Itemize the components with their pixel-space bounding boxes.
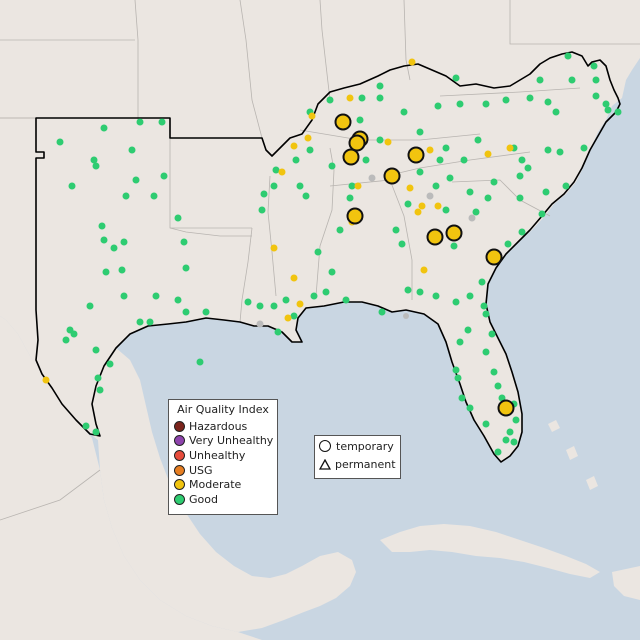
legend-label: Hazardous [189,419,248,433]
legend-label: Unhealthy [189,448,246,462]
study-region-border [35,51,621,463]
legend-item-good: Good [169,492,277,507]
temporary-label: temporary [336,439,394,453]
permanent-label: permanent [335,457,396,471]
legend-label: USG [189,463,213,477]
unhealthy-swatch-icon [174,449,185,461]
moderate-swatch-icon [174,479,185,491]
bahamas [548,420,598,490]
mexico [0,316,356,632]
legend-item-unhealthy: Unhealthy [169,448,277,463]
mexico-west [0,316,262,640]
very-unhealthy-swatch-icon [174,435,185,447]
monitor-type-legend: temporary permanent [314,435,401,479]
legend-item-hazardous: Hazardous [169,419,277,434]
good-swatch-icon [174,493,185,505]
legend-item-very-unhealthy: Very Unhealthy [169,434,277,449]
legend-label: Good [189,492,218,506]
legend-label: Very Unhealthy [189,434,274,448]
hazardous-swatch-icon [174,420,185,432]
state-borders-light [0,0,640,521]
us-mainland [0,0,640,462]
legend-item-temporary: temporary [315,438,400,454]
legend-item-permanent: permanent [315,456,400,472]
cuba [380,524,600,578]
temporary-monitors[interactable] [334,113,515,417]
legend-label: Moderate [189,478,242,492]
legend-title: Air Quality Index [177,403,269,416]
gray-stations [256,174,476,328]
usg-swatch-icon [174,464,185,476]
aqi-legend: Air Quality Index Hazardous Very Unhealt… [168,399,278,515]
legend-item-usg: USG [169,463,277,478]
good-stations[interactable] [56,52,622,456]
hispaniola [612,566,640,600]
triangle-icon [319,458,331,470]
circle-icon [319,440,331,452]
legend-item-moderate: Moderate [169,477,277,492]
